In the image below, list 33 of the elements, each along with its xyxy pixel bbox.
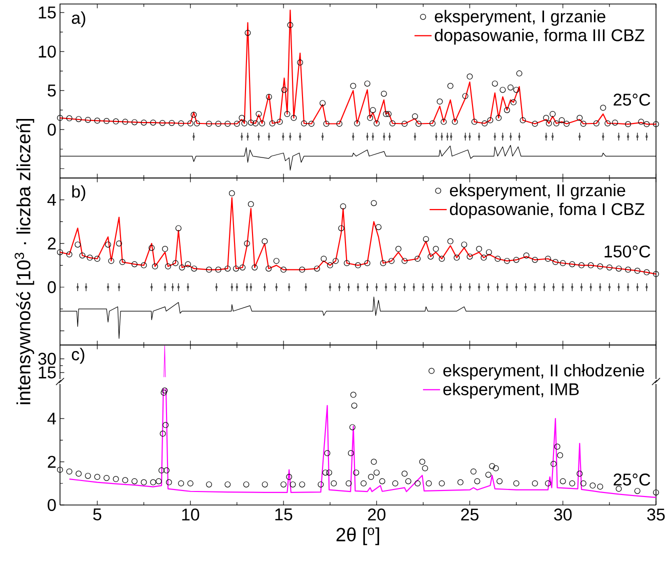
y-tick-label: 30 bbox=[38, 352, 56, 365]
x-axis-title: 2θ [$^{o}$] bbox=[336, 527, 380, 546]
y-tick-label: 0 bbox=[48, 498, 56, 512]
y-tick-label: 4 bbox=[47, 194, 56, 206]
legend-label: eksperyment, IMB bbox=[443, 382, 579, 399]
annotation: 150°C bbox=[604, 245, 650, 258]
x-tick-label: 15 bbox=[275, 508, 292, 520]
legend-label: eksperyment, I grzanie bbox=[434, 10, 606, 26]
legend-label: dopasowanie, forma III CBZ bbox=[434, 28, 644, 45]
x-tick-label: 35 bbox=[647, 508, 665, 521]
x-tick-label: 5 bbox=[93, 508, 102, 520]
y-tick-label: 2 bbox=[48, 238, 56, 250]
y-tick-label: 2 bbox=[48, 456, 56, 468]
y-axis-title: intensywność [10$^{3}$ · liczba zliczeń] bbox=[14, 119, 34, 404]
y-tick-label: 10 bbox=[38, 46, 56, 58]
legend-label: dopasowanie, foma I CBZ bbox=[450, 202, 644, 219]
x-tick-label: 20 bbox=[368, 508, 386, 521]
y-tick-label: 0 bbox=[48, 281, 56, 294]
legend-label: eksperyment, II grzanie bbox=[450, 184, 626, 200]
annotation: b) bbox=[72, 185, 86, 202]
annotation: a) bbox=[72, 11, 86, 28]
x-tick-label: 30 bbox=[554, 508, 572, 521]
y-tick-label: 15 bbox=[38, 366, 56, 378]
legend-label: eksperyment, II chłodzenie bbox=[443, 364, 644, 380]
y-tick-label: 15 bbox=[38, 6, 56, 19]
annotation: c) bbox=[72, 348, 84, 364]
annotation: 25°C bbox=[614, 474, 650, 486]
y-tick-label: 5 bbox=[48, 84, 56, 97]
y-tick-label: 4 bbox=[47, 412, 56, 424]
annotation: 25°C bbox=[614, 94, 650, 106]
x-tick-label: 25 bbox=[461, 508, 478, 521]
x-tick-label: 10 bbox=[182, 508, 200, 521]
y-tick-label: 0 bbox=[48, 124, 56, 136]
